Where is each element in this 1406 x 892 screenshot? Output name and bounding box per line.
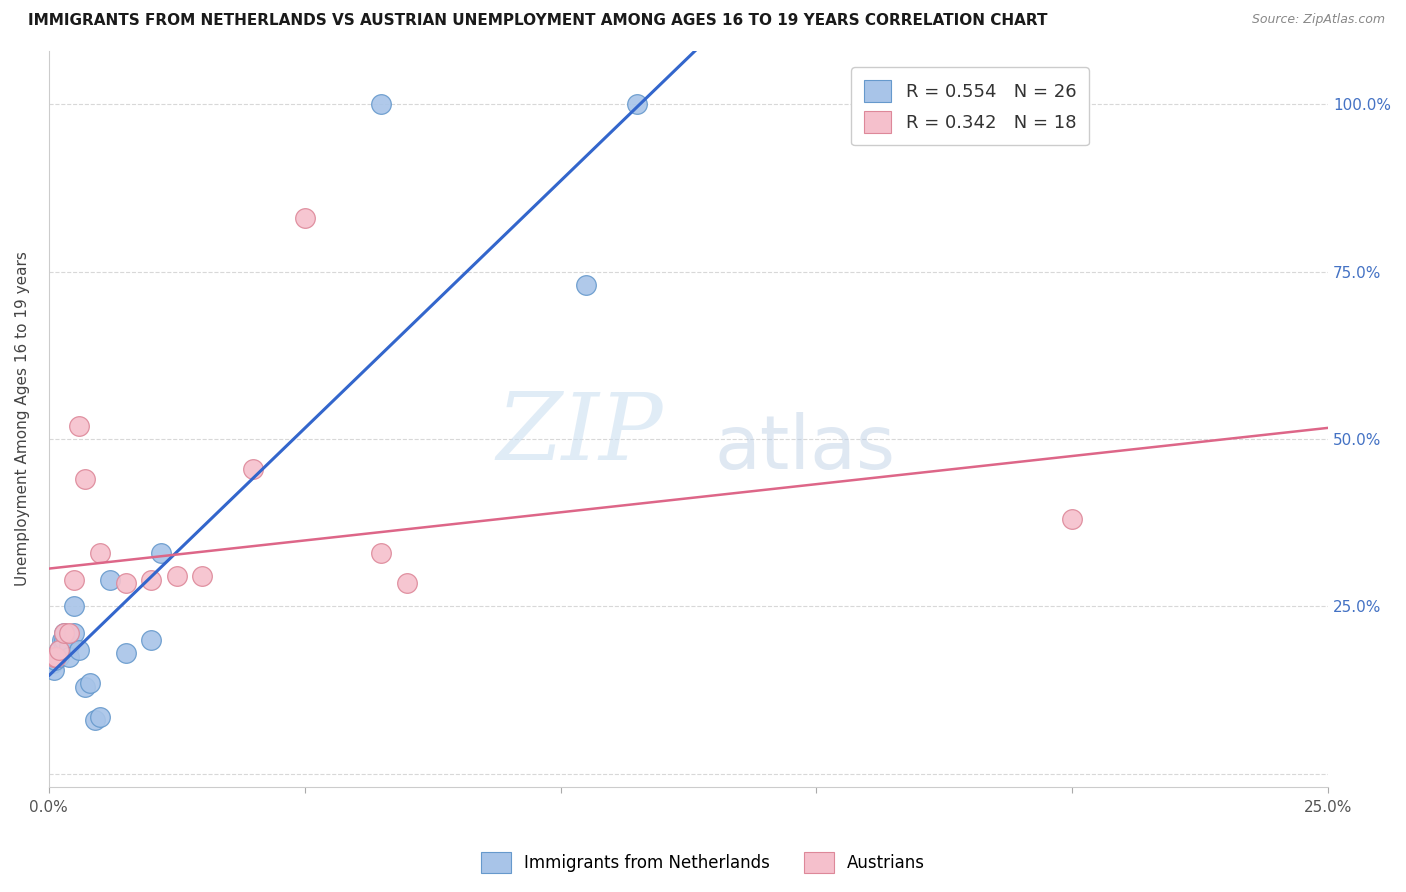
Point (53, 626, 76, 640)
Point (89, 710, 111, 724)
Point (42, 663, 65, 677)
Point (191, 569, 214, 583)
Point (89, 546, 111, 560)
Point (44, 653, 66, 667)
Point (53, 632, 76, 647)
Point (69, 418, 91, 433)
Text: ZIP: ZIP (496, 389, 662, 479)
Point (139, 573, 162, 587)
Point (45, 649, 67, 664)
Point (83, 713, 105, 727)
Point (370, 546, 392, 560)
Point (166, 569, 188, 583)
Text: atlas: atlas (714, 412, 896, 485)
Point (575, 277, 598, 292)
Point (370, 97, 392, 112)
Point (1062, 512, 1084, 526)
Point (45, 649, 67, 664)
Text: IMMIGRANTS FROM NETHERLANDS VS AUSTRIAN UNEMPLOYMENT AMONG AGES 16 TO 19 YEARS C: IMMIGRANTS FROM NETHERLANDS VS AUSTRIAN … (28, 13, 1047, 29)
Point (63, 599, 86, 614)
Text: Source: ZipAtlas.com: Source: ZipAtlas.com (1251, 13, 1385, 27)
Point (58, 640, 80, 654)
Point (150, 546, 173, 560)
Point (139, 632, 162, 647)
Point (53, 626, 76, 640)
Point (69, 643, 91, 657)
Legend: R = 0.554   N = 26, R = 0.342   N = 18: R = 0.554 N = 26, R = 0.342 N = 18 (852, 67, 1088, 145)
Point (48, 643, 70, 657)
Point (58, 626, 80, 640)
Point (51, 632, 73, 647)
Point (114, 646, 136, 660)
Point (114, 575, 136, 590)
Point (48, 649, 70, 664)
Point (98, 573, 121, 587)
Point (79, 676, 101, 690)
Point (63, 573, 86, 587)
Point (242, 462, 264, 476)
Point (294, 211, 316, 225)
Y-axis label: Unemployment Among Ages 16 to 19 years: Unemployment Among Ages 16 to 19 years (15, 252, 30, 586)
Point (53, 640, 76, 654)
Point (73, 472, 96, 486)
Point (395, 575, 418, 590)
Point (42, 657, 65, 671)
Point (73, 680, 96, 694)
Legend: Immigrants from Netherlands, Austrians: Immigrants from Netherlands, Austrians (474, 846, 932, 880)
Point (48, 643, 70, 657)
Point (42, 649, 65, 664)
Point (63, 626, 86, 640)
Point (58, 649, 80, 664)
Point (626, 97, 648, 112)
